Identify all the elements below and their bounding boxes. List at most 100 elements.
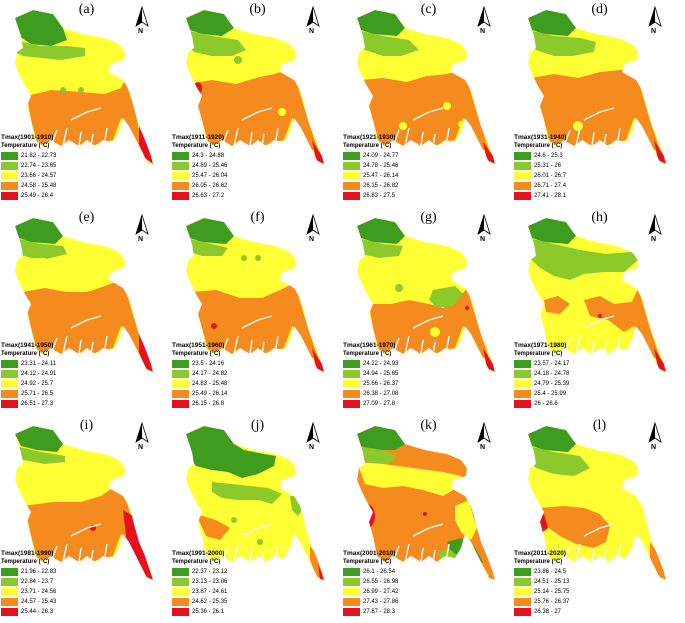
temperature-zone [290, 496, 302, 516]
legend-range: 25.14 - 25.75 [534, 589, 570, 595]
north-arrow-icon: N [476, 213, 492, 243]
legend-swatch [1, 182, 18, 190]
legend-swatch [343, 182, 360, 190]
north-arrow-icon: N [647, 421, 663, 451]
legend-row: 24.92 - 25.7 [1, 379, 121, 389]
map-panel: (l) N Tmax(2011-2020) Temperature (°C) 23.86… [514, 416, 685, 623]
temperature-zone [359, 504, 375, 528]
temperature-zone [399, 122, 407, 130]
map-panel: (f) N Tmax(1951-1960) Temperature (°C) 23.5 … [172, 208, 343, 415]
legend-range: 24.78 - 25.46 [363, 163, 399, 169]
legend-swatch [1, 192, 18, 200]
legend-title: Tmax(1951-1960) [172, 342, 225, 349]
map-panel: (i) N Tmax(1981-1990) Temperature (°C) 21.96… [1, 416, 172, 623]
legend-range: 25.71 - 26.5 [21, 391, 54, 397]
legend-row: 25.47 - 26.14 [343, 171, 463, 181]
legend-swatch [514, 380, 531, 388]
legend-range: 26.15 - 26.8 [192, 401, 225, 407]
legend-range: 26.55 - 26.98 [363, 579, 399, 585]
legend-swatch [514, 182, 531, 190]
legend-swatch [172, 598, 189, 606]
map-panel: (g) N Tmax(1961-1970) Temperature (°C) 24.22… [343, 208, 514, 415]
temperature-zone [429, 286, 463, 308]
legend-range: 26.83 - 27.5 [363, 193, 396, 199]
temperature-zone [44, 253, 50, 259]
legend-range: 26.05 - 26.62 [192, 183, 228, 189]
temperature-map [15, 218, 153, 372]
legend-range: 21.96 - 22.83 [21, 569, 57, 575]
legend-row: 26.1 - 26.54 [343, 567, 463, 577]
temperature-zone [532, 66, 660, 150]
legend-swatch [343, 578, 360, 586]
legend-range: 23.66 - 24.57 [21, 173, 57, 179]
river-lines [221, 107, 279, 147]
legend-swatch [514, 390, 531, 398]
map-legend: Tmax(1981-1990) Temperature (°C) 21.96 - 2… [1, 550, 121, 617]
legend-subtitle: Temperature (°C) [1, 143, 50, 149]
legend-row: 23.5 - 24.16 [172, 359, 292, 369]
north-label: N [480, 236, 486, 243]
temperature-zone [573, 121, 583, 131]
legend-swatch [1, 608, 18, 616]
panel-label: (b) [249, 2, 266, 17]
temperature-map [186, 218, 324, 372]
temperature-zone [27, 80, 147, 150]
panel-label: (c) [420, 2, 437, 17]
temperature-zone [212, 482, 282, 504]
temperature-map [528, 426, 666, 580]
temperature-map [186, 10, 324, 164]
temperature-zone [598, 314, 602, 318]
legend-range: 24.12 - 24.91 [21, 371, 57, 377]
legend-row: 24.12 - 24.91 [1, 369, 121, 379]
legend-title: Tmax(1931-1940) [514, 134, 567, 141]
legend-range: 26.51 - 27.3 [21, 401, 54, 407]
panel-label: (g) [420, 210, 437, 225]
temperature-zone [186, 426, 276, 478]
legend-row: 21.82 - 22.73 [1, 151, 121, 161]
temperature-zone [357, 30, 419, 56]
legend-subtitle: Temperature (°C) [343, 559, 392, 565]
legend-range: 26.38 - 27.08 [363, 391, 399, 397]
map-panel: (h) N Tmax(1971-1980) Temperature (°C) 23.57… [514, 208, 685, 415]
temperature-zone [211, 323, 217, 329]
legend-swatch [343, 172, 360, 180]
legend-title: Tmax(1901-1910) [1, 134, 54, 141]
north-arrow-icon: N [647, 5, 663, 35]
legend-range: 23.31 - 24.11 [21, 361, 56, 367]
legend-row: 26.51 - 27.3 [1, 399, 121, 409]
temperature-zone [318, 564, 324, 580]
temperature-zone [23, 280, 147, 358]
legend-title: Tmax(1971-1980) [514, 342, 567, 349]
panel-label: (j) [250, 418, 265, 433]
legend-swatch [343, 370, 360, 378]
map-legend: Tmax(1901-1910) Temperature (°C) 21.82 - 2… [1, 134, 121, 201]
temperature-zone [123, 510, 153, 580]
legend-range: 26.63 - 27.2 [192, 193, 225, 199]
legend-swatch [343, 360, 360, 368]
temperature-zone [654, 348, 666, 372]
legend-range: 26.99 - 27.42 [363, 589, 399, 595]
legend-row: 26.38 - 27.08 [343, 389, 463, 399]
legend-title: Tmax(2001-2010) [343, 550, 396, 557]
legend-swatch [172, 172, 189, 180]
legend-range: 24.18 - 24.78 [534, 371, 570, 377]
temperature-zone [312, 348, 324, 372]
legend-range: 25.31 - 26 [534, 163, 562, 169]
legend-swatch [514, 162, 531, 170]
north-label: N [480, 444, 486, 451]
legend-row: 25.31 - 26 [514, 161, 634, 171]
legend-row: 27.41 - 28.1 [514, 191, 634, 201]
legend-swatch [172, 400, 189, 408]
map-panel: (j) N Tmax(1991-2000) Temperature (°C) 22.37… [172, 416, 343, 623]
panel-label: (h) [591, 210, 608, 225]
map-panel: (k) N Tmax(2001-2010) Temperature (°C) 26.1 … [343, 416, 514, 623]
river-lines [563, 523, 621, 563]
legend-swatch [172, 192, 189, 200]
legend-row: 22.74 - 23.65 [1, 161, 121, 171]
temperature-zone [361, 70, 489, 150]
legend-row: 23.31 - 24.11 [1, 359, 121, 369]
legend-row: 23.57 - 24.17 [514, 359, 634, 369]
north-arrow-icon: N [476, 421, 492, 451]
legend-range: 24.89 - 25.46 [192, 163, 228, 169]
temperature-zone [654, 140, 666, 164]
